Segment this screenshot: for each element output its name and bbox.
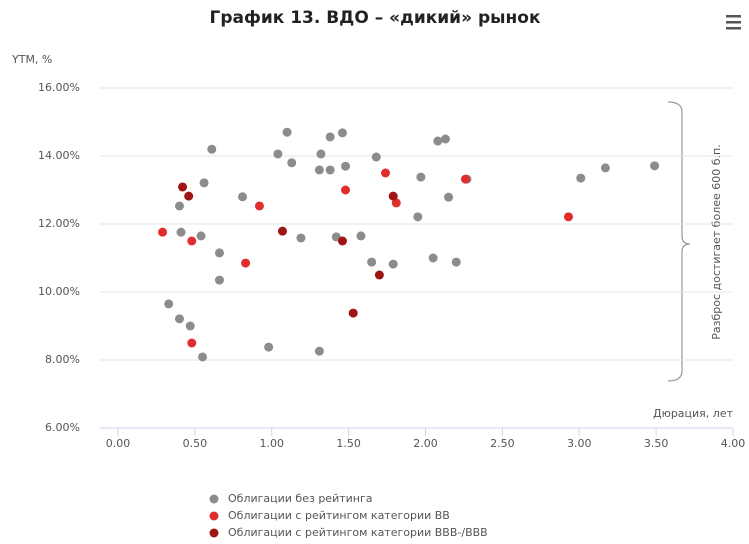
- point: [214, 275, 224, 285]
- legend-marker: [209, 528, 219, 538]
- legend-label: Облигации с рейтингом категории BB: [228, 509, 450, 522]
- x-tick-label: 3.50: [644, 437, 669, 450]
- point: [337, 128, 347, 138]
- point: [428, 253, 438, 263]
- point: [444, 192, 454, 202]
- point: [341, 185, 351, 195]
- point: [187, 236, 197, 246]
- x-tick-label: 0.50: [183, 437, 208, 450]
- y-tick-label: 12.00%: [38, 217, 80, 230]
- point: [388, 191, 398, 201]
- point: [600, 163, 610, 173]
- point: [337, 236, 347, 246]
- legend-marker: [209, 494, 219, 504]
- point: [576, 173, 586, 183]
- y-tick-label: 16.00%: [38, 81, 80, 94]
- point: [287, 158, 297, 168]
- point: [451, 257, 461, 267]
- x-tick-label: 4.00: [721, 437, 746, 450]
- point: [367, 257, 377, 267]
- point: [214, 248, 224, 258]
- y-tick-label: 8.00%: [45, 353, 80, 366]
- point: [282, 127, 292, 137]
- menu-icon[interactable]: [726, 15, 741, 30]
- point: [198, 352, 208, 362]
- point: [184, 191, 194, 201]
- point: [158, 227, 168, 237]
- y-tick-label: 6.00%: [45, 421, 80, 434]
- point: [391, 198, 401, 208]
- point: [388, 259, 398, 269]
- point: [413, 212, 423, 222]
- point: [174, 201, 184, 211]
- x-axis-label: Дюрация, лет: [653, 407, 734, 420]
- point: [440, 134, 450, 144]
- point: [371, 152, 381, 162]
- point: [199, 178, 209, 188]
- y-tick-label: 14.00%: [38, 149, 80, 162]
- point: [314, 346, 324, 356]
- point: [381, 168, 391, 178]
- x-tick-label: 1.50: [336, 437, 361, 450]
- x-tick-label: 2.50: [490, 437, 515, 450]
- point: [178, 182, 188, 192]
- point: [176, 227, 186, 237]
- point: [164, 299, 174, 309]
- point: [296, 233, 306, 243]
- point: [314, 165, 324, 175]
- point: [264, 342, 274, 352]
- point: [238, 192, 248, 202]
- point: [187, 338, 197, 348]
- point: [374, 270, 384, 280]
- point: [416, 172, 426, 182]
- x-tick-label: 3.00: [567, 437, 592, 450]
- x-tick-label: 1.00: [259, 437, 284, 450]
- y-tick-label: 10.00%: [38, 285, 80, 298]
- point: [196, 231, 206, 241]
- point: [207, 144, 217, 154]
- x-tick-label: 0.00: [106, 437, 131, 450]
- x-tick-label: 2.00: [413, 437, 438, 450]
- point: [433, 136, 443, 146]
- legend-label: Облигации без рейтинга: [228, 492, 373, 505]
- point: [650, 161, 660, 171]
- legend-marker: [209, 511, 219, 521]
- point: [254, 201, 264, 211]
- point: [174, 314, 184, 324]
- point: [356, 231, 366, 241]
- point: [460, 174, 470, 184]
- chart-title: График 13. ВДО – «дикий» рынок: [209, 8, 540, 28]
- point: [241, 258, 251, 268]
- point: [341, 161, 351, 171]
- legend-label: Облигации с рейтингом категории BBB-/BBB: [228, 526, 488, 539]
- y-axis-label: YTM, %: [11, 53, 52, 66]
- annotation: Разброс достигает более 600 б.п.: [710, 144, 723, 339]
- point: [185, 321, 195, 331]
- point: [277, 226, 287, 236]
- point: [325, 165, 335, 175]
- point: [325, 132, 335, 142]
- point: [348, 308, 358, 318]
- point: [316, 149, 326, 159]
- bracket: [667, 101, 691, 382]
- point: [273, 149, 283, 159]
- point: [563, 212, 573, 222]
